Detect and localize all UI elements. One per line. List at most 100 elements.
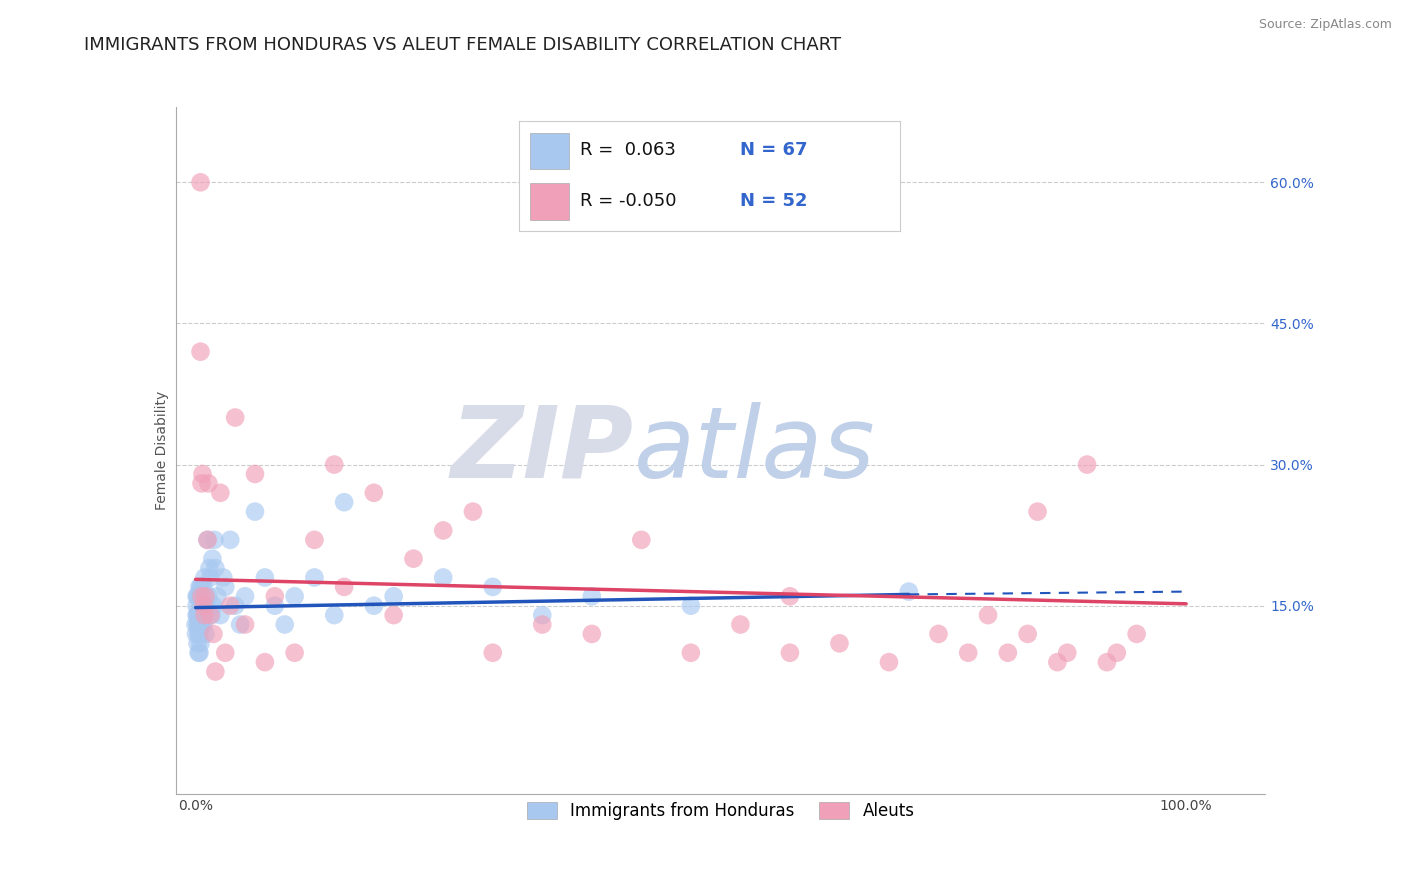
Point [382,589,405,603]
Point [323,608,346,623]
Point [188,646,211,660]
Point [224,599,246,613]
Point [200,570,222,584]
Legend: Immigrants from Honduras, Aleuts: Immigrants from Honduras, Aleuts [520,796,921,827]
Point [202,533,225,547]
Point [531,617,554,632]
Point [243,467,266,481]
Point [1095,655,1118,669]
Point [186,608,208,623]
Point [214,580,236,594]
Point [432,524,454,538]
Point [212,570,235,584]
Point [229,617,252,632]
Point [730,617,752,632]
Point [193,599,215,613]
Point [1056,646,1078,660]
Point [284,646,307,660]
Point [187,608,209,623]
Point [191,467,214,481]
Text: ZIP: ZIP [450,402,633,499]
Point [200,608,222,623]
Point [253,655,276,669]
Point [186,636,209,650]
Text: IMMIGRANTS FROM HONDURAS VS ALEUT FEMALE DISABILITY CORRELATION CHART: IMMIGRANTS FROM HONDURAS VS ALEUT FEMALE… [84,36,841,54]
Point [581,627,603,641]
Point [679,646,702,660]
Point [202,627,225,641]
Y-axis label: Female Disability: Female Disability [155,391,169,510]
Point [481,580,503,594]
Point [186,608,209,623]
Point [190,599,212,613]
Point [207,589,229,603]
Point [219,599,242,613]
Point [197,476,219,491]
Point [201,551,224,566]
Point [209,608,232,623]
Point [188,608,211,623]
Point [188,580,211,594]
Point [333,580,356,594]
Point [193,608,215,623]
Point [187,646,209,660]
Point [184,617,207,632]
Point [204,561,226,575]
Point [198,561,221,575]
Point [190,617,212,632]
Point [481,646,503,660]
Point [363,599,385,613]
Point [193,580,215,594]
Point [190,599,212,613]
Point [877,655,900,669]
Point [233,617,256,632]
Point [187,617,209,632]
Point [190,175,212,189]
Point [304,570,326,584]
Point [204,665,226,679]
Point [190,636,212,650]
Point [190,344,212,359]
Point [190,476,212,491]
Point [197,533,219,547]
Point [214,646,236,660]
Point [197,589,219,603]
Point [928,627,950,641]
Point [194,589,217,603]
Point [263,599,285,613]
Point [194,589,217,603]
Point [193,617,215,632]
Point [779,589,801,603]
Point [402,551,425,566]
Point [194,627,217,641]
Point [191,589,214,603]
Point [243,505,266,519]
Point [193,608,215,623]
Point [304,533,326,547]
Text: atlas: atlas [633,402,875,499]
Point [186,599,208,613]
Point [190,617,212,632]
Point [1125,627,1147,641]
Point [190,580,212,594]
Point [191,608,214,623]
Point [197,533,219,547]
Point [187,589,209,603]
Point [382,608,405,623]
Point [284,589,307,603]
Point [190,580,212,594]
Point [188,627,211,641]
Point [274,617,297,632]
Point [779,646,801,660]
Point [363,485,385,500]
Point [1105,646,1128,660]
Text: Source: ZipAtlas.com: Source: ZipAtlas.com [1258,18,1392,31]
Point [219,533,242,547]
Point [630,533,652,547]
Point [977,608,1000,623]
Point [997,646,1019,660]
Point [187,627,209,641]
Point [233,589,256,603]
Point [186,617,209,632]
Point [333,495,356,509]
